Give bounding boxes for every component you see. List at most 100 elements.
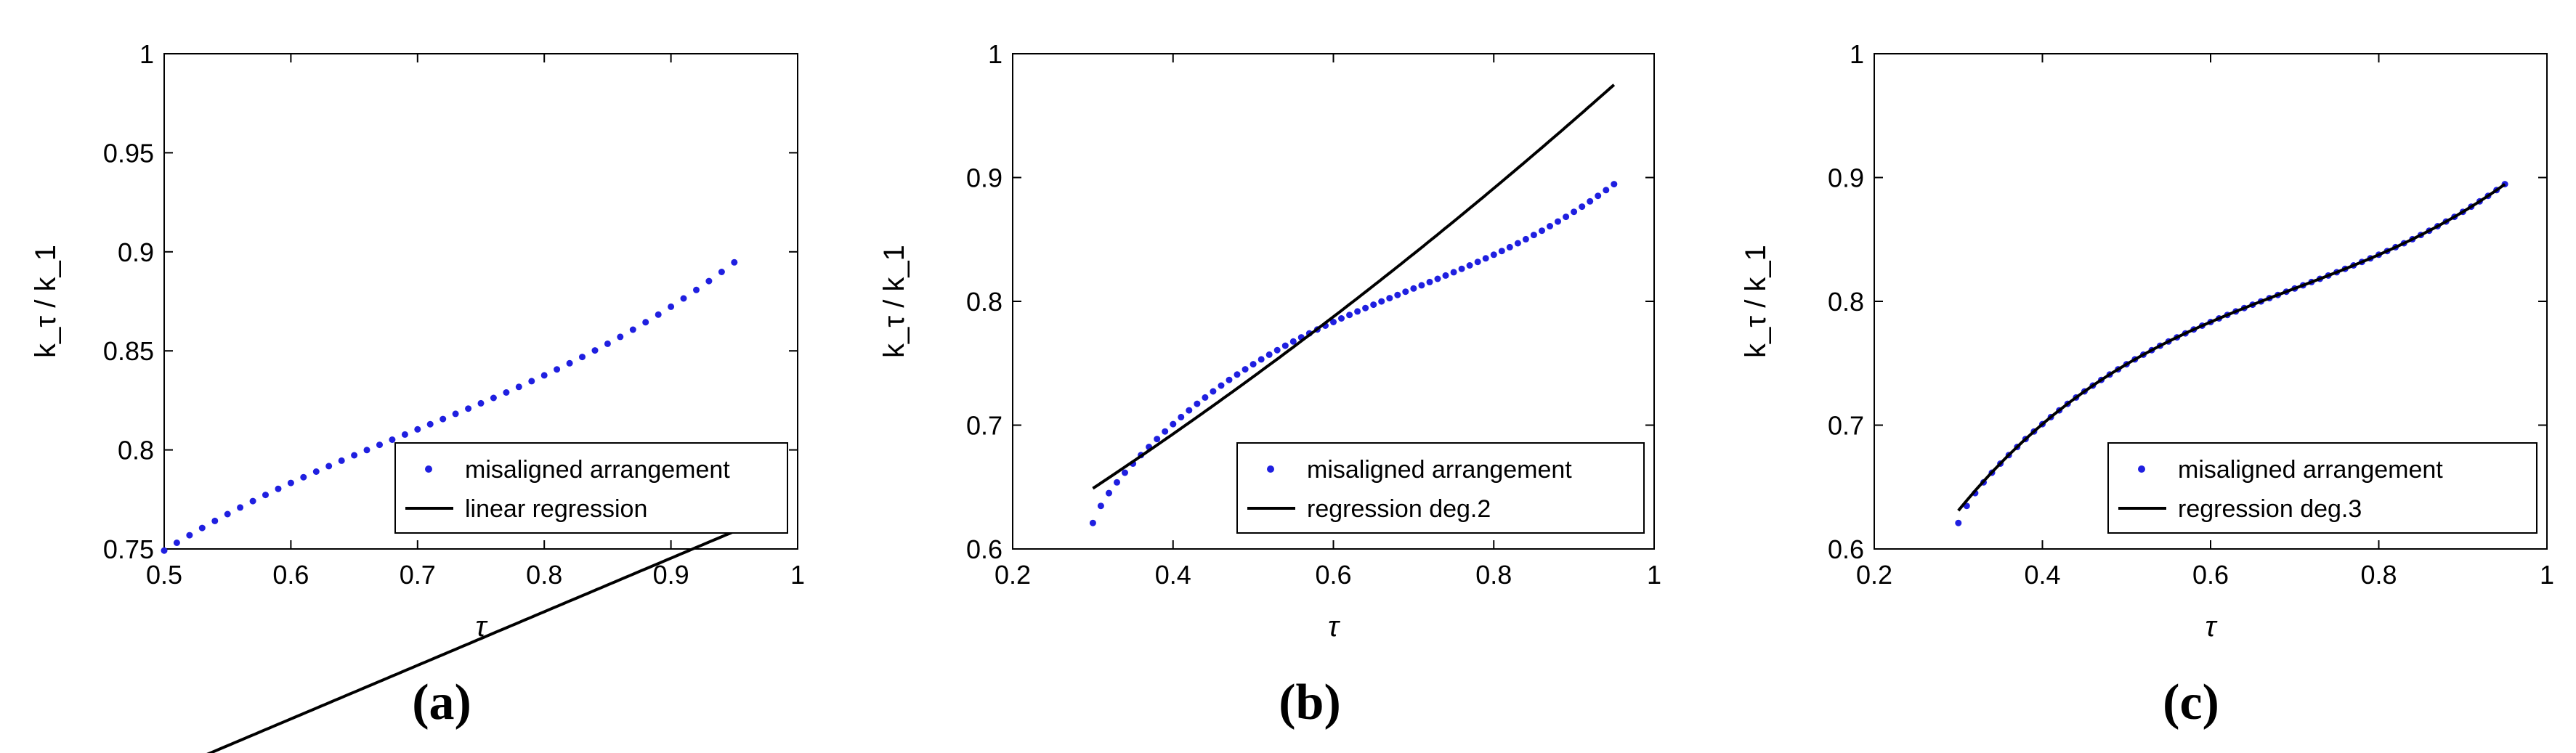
x-axis-label: τ (2206, 611, 2219, 643)
panel-label: (b) (1279, 675, 1341, 730)
data-point (1450, 269, 1457, 276)
data-point (655, 311, 662, 318)
x-tick-label: 0.4 (2024, 560, 2060, 590)
data-point (1563, 213, 1570, 221)
misaligned-points (161, 259, 738, 554)
data-point (376, 441, 383, 449)
data-point (1587, 198, 1594, 205)
data-point (1273, 346, 1281, 354)
data-point (1603, 187, 1610, 194)
data-point (426, 420, 434, 428)
data-point (1378, 298, 1385, 305)
data-point (718, 269, 725, 275)
data-point (668, 303, 675, 310)
data-point (1555, 218, 1561, 225)
data-point (1210, 388, 1217, 395)
data-point (1162, 428, 1169, 435)
data-point (452, 410, 459, 418)
data-point (173, 540, 180, 546)
data-point (731, 259, 738, 266)
x-tick-label: 1 (2540, 560, 2554, 590)
data-point (540, 372, 548, 379)
legend-entry: linear regression (465, 495, 647, 523)
data-point (1539, 227, 1545, 235)
x-tick-label: 0.7 (400, 560, 436, 590)
x-tick-label: 0.2 (1856, 560, 1892, 590)
data-point (1955, 519, 1962, 526)
chart-panel-a: 0.5 0.6 0.7 0.8 0.9 10.750.80.850.90.951τk_τ … (30, 39, 805, 753)
data-point (237, 504, 244, 511)
chart-panel-c: 0.2 0.4 0.6 0.8 1 0.6 0.7 0.8 0.9 1 τ k_τ / k_1misa… (1740, 39, 2554, 643)
data-point (1498, 248, 1505, 255)
data-point (1114, 479, 1120, 486)
y-tick-label: 0.6 (966, 534, 1003, 564)
data-point (401, 431, 408, 438)
data-point (1442, 272, 1449, 279)
data-point (617, 333, 624, 341)
data-point (554, 366, 561, 373)
data-point (1226, 376, 1233, 383)
data-point (287, 479, 294, 487)
data-point (1394, 291, 1401, 298)
data-point (1466, 262, 1473, 269)
data-point (1265, 351, 1273, 358)
y-tick-label: 1 (988, 39, 1003, 69)
panel-label: (a) (412, 675, 471, 730)
data-point (1547, 223, 1553, 229)
legend-marker-points (425, 465, 432, 473)
x-tick-label: 0.6 (2192, 560, 2229, 590)
y-tick-label: 0.85 (103, 336, 154, 366)
data-point (312, 468, 320, 475)
y-tick-label: 0.75 (103, 534, 154, 564)
data-point (1579, 203, 1586, 211)
legend-entry: regression deg.3 (2178, 495, 2362, 523)
data-point (1338, 315, 1345, 322)
data-point (1458, 265, 1465, 272)
x-tick-label: 0.2 (995, 560, 1031, 590)
data-point (1354, 308, 1361, 315)
data-point (1154, 436, 1161, 443)
x-tick-label: 0.6 (272, 560, 309, 590)
regression-line (206, 529, 735, 753)
data-point (1089, 519, 1096, 526)
data-point (693, 286, 700, 293)
data-point (262, 492, 269, 499)
y-tick-label: 0.7 (966, 411, 1003, 441)
y-tick-label: 0.9 (118, 237, 154, 267)
data-point (1097, 502, 1104, 510)
data-point (186, 532, 193, 539)
data-point (275, 485, 282, 492)
data-point (1234, 371, 1241, 378)
y-tick-label: 0.9 (1828, 163, 1864, 193)
legend-box (394, 442, 788, 534)
x-tick-label: 0.8 (2360, 560, 2397, 590)
y-axis-label: k_τ / k_1 (30, 245, 62, 358)
data-point (325, 463, 333, 470)
y-tick-label: 0.8 (118, 436, 154, 465)
data-point (1571, 208, 1578, 216)
y-tick-label: 0.6 (1828, 534, 1864, 564)
legend-box (2107, 442, 2537, 534)
data-point (604, 340, 611, 347)
x-axis-label: τ (476, 611, 489, 643)
data-point (1490, 251, 1497, 259)
x-tick-label: 0.5 (146, 560, 182, 590)
data-point (1418, 282, 1425, 289)
data-point (515, 383, 522, 391)
data-point (1289, 338, 1297, 345)
data-point (591, 347, 599, 354)
data-point (198, 524, 206, 532)
regression-line (1092, 84, 1616, 490)
x-tick-label: 1 (1647, 560, 1661, 590)
y-axis-label: k_τ / k_1 (1740, 245, 1772, 358)
data-point (224, 510, 231, 518)
data-point (249, 497, 256, 505)
data-point (642, 319, 649, 326)
data-point (389, 436, 396, 443)
data-point (1611, 181, 1618, 188)
data-point (1506, 243, 1513, 251)
x-axis-label: τ (1328, 611, 1341, 643)
data-point (1178, 413, 1185, 420)
regression-line (1957, 182, 2506, 512)
